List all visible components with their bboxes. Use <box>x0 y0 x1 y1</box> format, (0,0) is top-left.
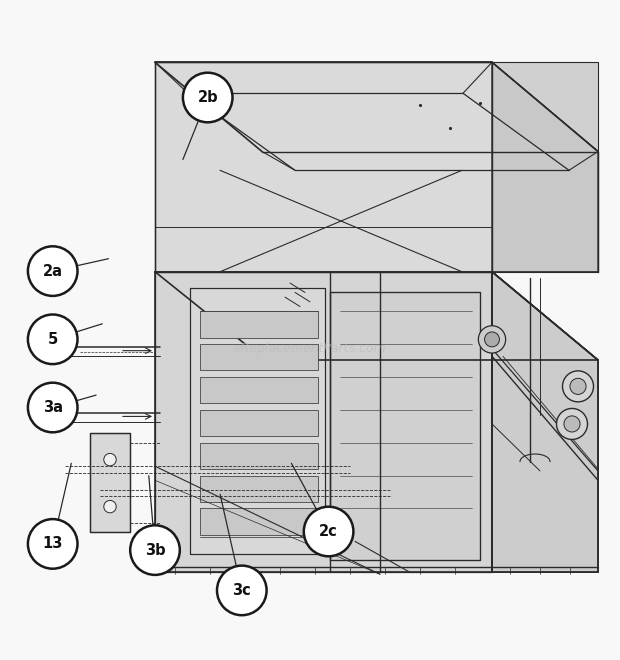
Polygon shape <box>155 272 598 360</box>
Text: 5: 5 <box>48 332 58 347</box>
Text: 2b: 2b <box>197 90 218 105</box>
Polygon shape <box>200 344 318 370</box>
Circle shape <box>479 326 506 353</box>
Text: eReplacementParts.com: eReplacementParts.com <box>234 342 386 355</box>
Polygon shape <box>90 434 130 532</box>
Text: 3a: 3a <box>43 400 63 415</box>
Circle shape <box>104 453 116 466</box>
Circle shape <box>564 416 580 432</box>
Circle shape <box>485 332 500 347</box>
Circle shape <box>217 566 267 615</box>
Text: 13: 13 <box>43 537 63 551</box>
Circle shape <box>28 519 78 569</box>
Polygon shape <box>190 288 325 554</box>
Circle shape <box>570 378 586 395</box>
Polygon shape <box>155 62 598 152</box>
Polygon shape <box>155 272 492 572</box>
Polygon shape <box>200 476 318 502</box>
Polygon shape <box>155 62 492 272</box>
Polygon shape <box>492 62 598 272</box>
Polygon shape <box>200 410 318 436</box>
Polygon shape <box>200 443 318 469</box>
Text: 3b: 3b <box>144 543 166 558</box>
Circle shape <box>304 507 353 556</box>
Polygon shape <box>200 312 318 337</box>
Polygon shape <box>200 377 318 403</box>
Text: 2a: 2a <box>43 263 63 279</box>
Circle shape <box>562 371 593 402</box>
Text: 3c: 3c <box>232 583 251 598</box>
Circle shape <box>104 500 116 513</box>
Circle shape <box>183 73 232 122</box>
Polygon shape <box>200 508 318 535</box>
Circle shape <box>28 315 78 364</box>
Text: 2c: 2c <box>319 524 338 539</box>
Polygon shape <box>188 93 569 170</box>
Circle shape <box>28 383 78 432</box>
Polygon shape <box>492 272 598 572</box>
Polygon shape <box>155 62 598 272</box>
Polygon shape <box>492 272 598 572</box>
Circle shape <box>28 246 78 296</box>
Circle shape <box>130 525 180 575</box>
Polygon shape <box>330 292 480 560</box>
Circle shape <box>557 409 588 440</box>
